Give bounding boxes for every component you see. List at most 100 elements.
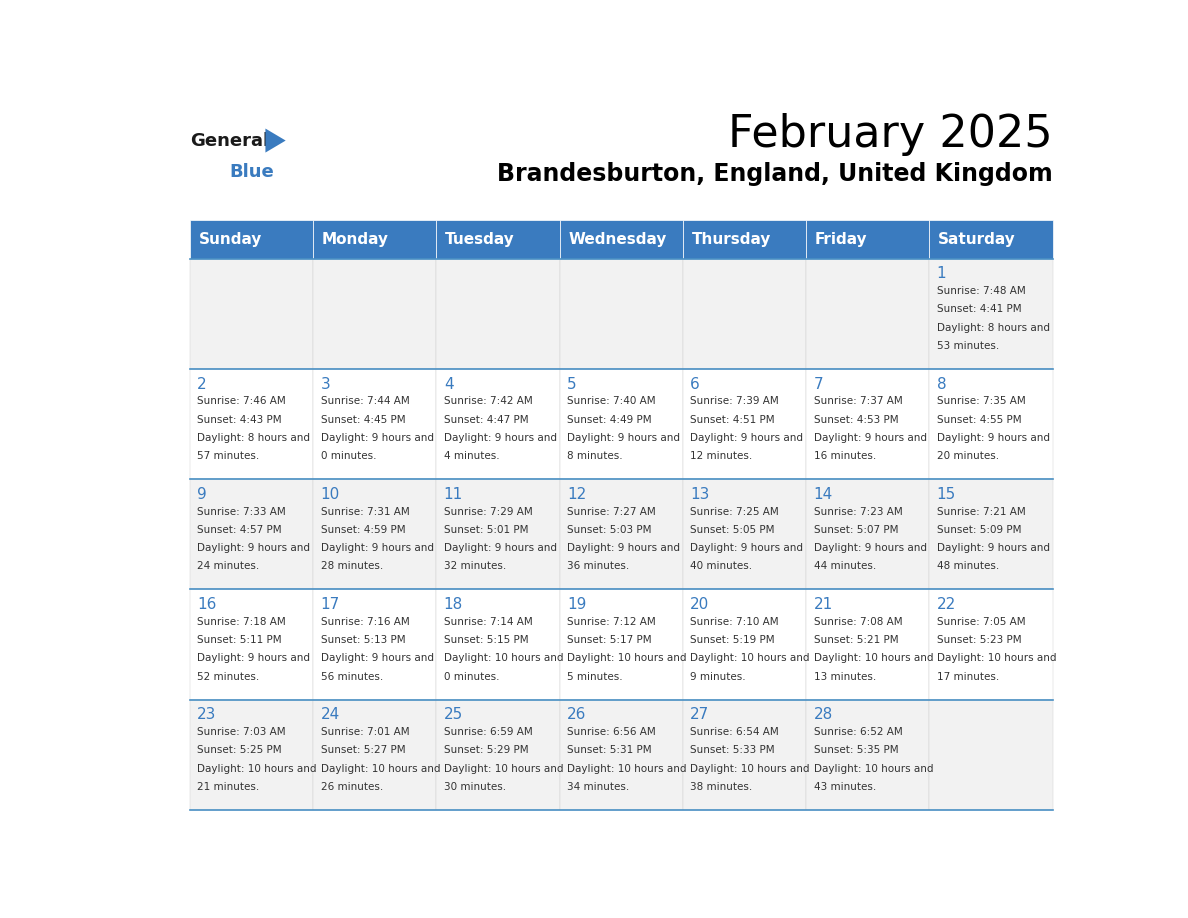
Text: Sunrise: 7:10 AM: Sunrise: 7:10 AM (690, 617, 779, 627)
Text: 36 minutes.: 36 minutes. (567, 561, 630, 571)
Bar (436, 259, 560, 369)
Text: Daylight: 9 hours and: Daylight: 9 hours and (321, 654, 434, 664)
Bar (683, 259, 807, 369)
Text: Sunrise: 6:56 AM: Sunrise: 6:56 AM (567, 727, 656, 737)
Text: 19: 19 (567, 597, 587, 612)
Text: Sunrise: 7:21 AM: Sunrise: 7:21 AM (937, 507, 1025, 517)
Text: 11: 11 (444, 487, 463, 502)
Bar (929, 589, 1053, 700)
Text: Sunrise: 7:27 AM: Sunrise: 7:27 AM (567, 507, 656, 517)
Text: 16: 16 (197, 597, 216, 612)
Text: Daylight: 10 hours and: Daylight: 10 hours and (444, 654, 563, 664)
Text: Saturday: Saturday (939, 231, 1016, 247)
Text: Sunrise: 7:37 AM: Sunrise: 7:37 AM (814, 397, 903, 407)
Bar (436, 700, 560, 810)
Bar (929, 479, 1053, 589)
Text: 1: 1 (937, 266, 947, 281)
Text: Daylight: 10 hours and: Daylight: 10 hours and (567, 764, 687, 774)
Bar (929, 259, 1053, 369)
Text: 2: 2 (197, 376, 207, 392)
Bar (190, 259, 314, 369)
Text: Sunrise: 7:18 AM: Sunrise: 7:18 AM (197, 617, 286, 627)
Text: Sunset: 5:01 PM: Sunset: 5:01 PM (444, 525, 529, 535)
Text: Daylight: 9 hours and: Daylight: 9 hours and (444, 543, 557, 554)
Text: 4: 4 (444, 376, 454, 392)
Text: Daylight: 10 hours and: Daylight: 10 hours and (197, 764, 317, 774)
Text: Daylight: 10 hours and: Daylight: 10 hours and (937, 654, 1056, 664)
Text: Sunset: 5:13 PM: Sunset: 5:13 PM (321, 635, 405, 645)
Text: Wednesday: Wednesday (568, 231, 666, 247)
Text: 27: 27 (690, 708, 709, 722)
Text: Daylight: 9 hours and: Daylight: 9 hours and (814, 432, 927, 442)
Text: 7: 7 (814, 376, 823, 392)
Text: Daylight: 9 hours and: Daylight: 9 hours and (321, 432, 434, 442)
Text: 0 minutes.: 0 minutes. (321, 451, 377, 461)
Bar (929, 700, 1053, 810)
Text: 13 minutes.: 13 minutes. (814, 672, 876, 681)
Bar (807, 589, 929, 700)
Bar (807, 479, 929, 589)
Text: Sunset: 4:43 PM: Sunset: 4:43 PM (197, 415, 282, 425)
Text: Sunset: 5:07 PM: Sunset: 5:07 PM (814, 525, 898, 535)
Text: Sunset: 4:55 PM: Sunset: 4:55 PM (937, 415, 1022, 425)
Text: Sunset: 5:27 PM: Sunset: 5:27 PM (321, 745, 405, 756)
Text: Sunset: 5:19 PM: Sunset: 5:19 PM (690, 635, 775, 645)
Bar (190, 589, 314, 700)
Text: Daylight: 8 hours and: Daylight: 8 hours and (937, 322, 1050, 332)
Text: Sunrise: 7:12 AM: Sunrise: 7:12 AM (567, 617, 656, 627)
Bar (929, 369, 1053, 479)
Text: 8 minutes.: 8 minutes. (567, 451, 623, 461)
Text: Sunset: 5:15 PM: Sunset: 5:15 PM (444, 635, 529, 645)
Bar (436, 589, 560, 700)
Text: Blue: Blue (229, 163, 274, 182)
Bar (436, 219, 560, 259)
Text: Sunrise: 7:14 AM: Sunrise: 7:14 AM (444, 617, 532, 627)
Text: Sunset: 5:31 PM: Sunset: 5:31 PM (567, 745, 652, 756)
Text: Sunset: 5:17 PM: Sunset: 5:17 PM (567, 635, 652, 645)
Bar (314, 259, 436, 369)
Text: Sunrise: 6:54 AM: Sunrise: 6:54 AM (690, 727, 779, 737)
Bar (683, 589, 807, 700)
Text: Sunrise: 7:46 AM: Sunrise: 7:46 AM (197, 397, 286, 407)
Text: Daylight: 9 hours and: Daylight: 9 hours and (197, 543, 310, 554)
Bar (560, 479, 683, 589)
Polygon shape (265, 129, 285, 152)
Text: 10: 10 (321, 487, 340, 502)
Bar (314, 479, 436, 589)
Bar (436, 369, 560, 479)
Text: Sunrise: 7:48 AM: Sunrise: 7:48 AM (937, 286, 1025, 297)
Text: Sunset: 4:53 PM: Sunset: 4:53 PM (814, 415, 898, 425)
Text: 32 minutes.: 32 minutes. (444, 561, 506, 571)
Bar (436, 479, 560, 589)
Text: Sunset: 4:59 PM: Sunset: 4:59 PM (321, 525, 405, 535)
Text: 38 minutes.: 38 minutes. (690, 782, 752, 792)
Text: Sunset: 5:03 PM: Sunset: 5:03 PM (567, 525, 651, 535)
Text: Sunrise: 7:16 AM: Sunrise: 7:16 AM (321, 617, 410, 627)
Text: 5 minutes.: 5 minutes. (567, 672, 623, 681)
Text: Sunset: 4:45 PM: Sunset: 4:45 PM (321, 415, 405, 425)
Bar (314, 369, 436, 479)
Text: Daylight: 10 hours and: Daylight: 10 hours and (567, 654, 687, 664)
Text: Daylight: 9 hours and: Daylight: 9 hours and (567, 543, 680, 554)
Bar (807, 700, 929, 810)
Bar (560, 259, 683, 369)
Text: 15: 15 (937, 487, 956, 502)
Text: Daylight: 9 hours and: Daylight: 9 hours and (690, 543, 803, 554)
Text: 9: 9 (197, 487, 207, 502)
Text: 20: 20 (690, 597, 709, 612)
Text: 3: 3 (321, 376, 330, 392)
Text: 14: 14 (814, 487, 833, 502)
Text: Daylight: 9 hours and: Daylight: 9 hours and (444, 432, 557, 442)
Bar (683, 219, 807, 259)
Text: 4 minutes.: 4 minutes. (444, 451, 499, 461)
Text: 52 minutes.: 52 minutes. (197, 672, 259, 681)
Bar (560, 700, 683, 810)
Text: General: General (190, 131, 268, 150)
Bar (807, 369, 929, 479)
Text: 57 minutes.: 57 minutes. (197, 451, 259, 461)
Text: 0 minutes.: 0 minutes. (444, 672, 499, 681)
Text: Thursday: Thursday (691, 231, 771, 247)
Text: Sunrise: 7:33 AM: Sunrise: 7:33 AM (197, 507, 286, 517)
Text: 28: 28 (814, 708, 833, 722)
Text: Daylight: 10 hours and: Daylight: 10 hours and (690, 654, 810, 664)
